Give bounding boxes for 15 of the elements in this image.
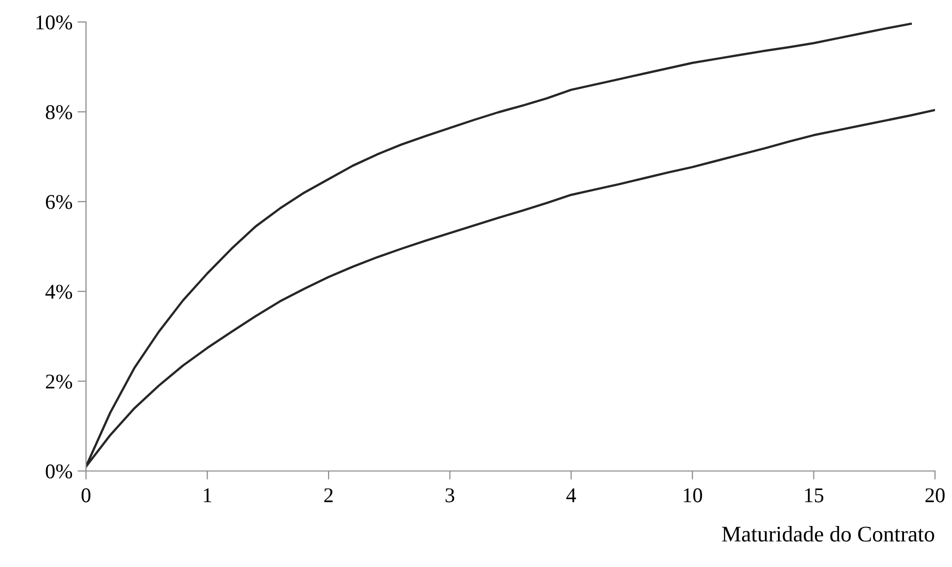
x-tick-label: 15 <box>805 488 824 502</box>
x-axis-title: Maturidade do Contrato <box>722 526 934 542</box>
y-tick-label: 2% <box>46 374 72 389</box>
x-tick-label: 2 <box>324 488 333 502</box>
y-tick-label: 6% <box>46 194 72 210</box>
x-tick-label: 10 <box>684 488 702 502</box>
x-tick-label: 1 <box>204 488 212 502</box>
y-tick-label: 4% <box>45 284 72 299</box>
x-tick-label: 3 <box>446 488 454 502</box>
x-tick-label: 20 <box>926 488 945 502</box>
y-tick-label: 10% <box>36 15 72 30</box>
y-tick-label: 0% <box>46 464 72 478</box>
x-tick-label: 4 <box>566 488 576 502</box>
y-tick-label: 8% <box>46 105 72 120</box>
x-tick-label: 0 <box>82 488 90 502</box>
